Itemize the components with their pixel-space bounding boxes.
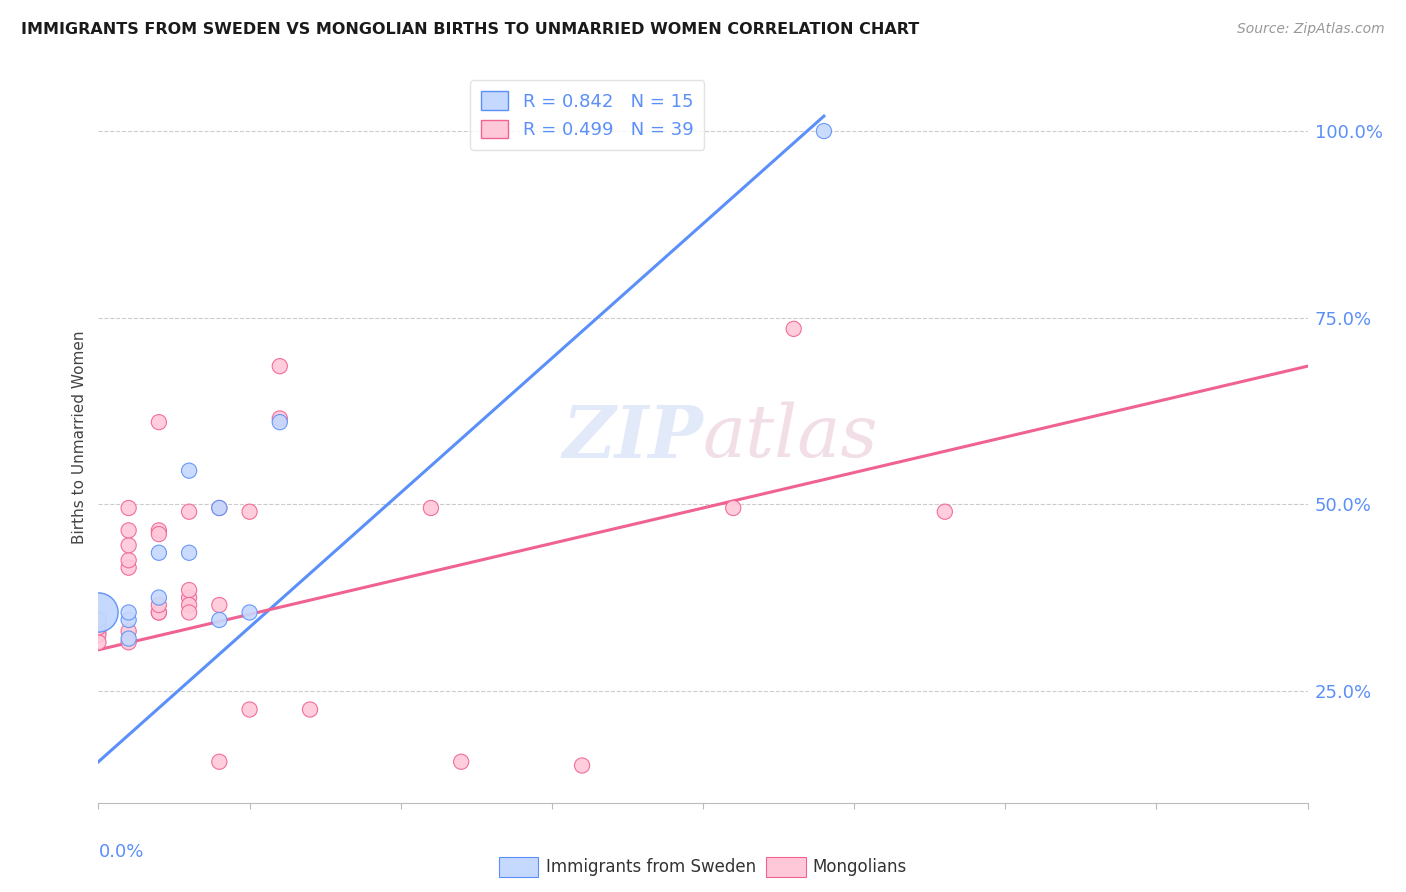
Point [179,546,201,560]
Point [934,505,956,519]
Point [148,527,170,541]
Point [723,500,745,515]
Point [87,606,110,620]
Point [118,553,141,567]
Legend: R = 0.842   N = 15, R = 0.499   N = 39: R = 0.842 N = 15, R = 0.499 N = 39 [470,80,704,150]
Point [148,606,170,620]
Point [118,613,141,627]
Point [179,464,201,478]
Point [87,606,110,620]
Point [239,606,262,620]
Point [179,598,201,612]
Point [87,624,110,639]
Point [118,560,141,574]
Point [299,702,322,716]
Y-axis label: Births to Unmarried Women: Births to Unmarried Women [72,330,87,544]
Point [813,124,835,138]
Point [87,616,110,631]
Point [118,538,141,552]
Point [87,616,110,631]
Point [179,591,201,605]
Point [208,755,231,769]
Text: atlas: atlas [703,401,879,473]
Point [208,598,231,612]
Text: ZIP: ZIP [562,401,703,473]
Point [208,500,231,515]
Point [239,702,262,716]
Point [118,632,141,646]
Point [87,635,110,649]
Point [208,500,231,515]
Point [420,500,443,515]
Point [148,598,170,612]
Point [783,322,806,336]
Point [179,583,201,598]
Point [148,415,170,429]
Point [118,635,141,649]
Point [450,755,472,769]
Point [148,546,170,560]
Text: Source: ZipAtlas.com: Source: ZipAtlas.com [1237,22,1385,37]
Point [87,613,110,627]
Text: Mongolians: Mongolians [813,858,907,876]
Text: 0.0%: 0.0% [98,843,143,861]
Point [208,613,231,627]
Point [118,524,141,538]
Point [87,613,110,627]
Point [148,591,170,605]
Point [118,500,141,515]
Point [269,359,291,374]
Point [148,606,170,620]
Point [87,628,110,642]
Point [269,411,291,425]
Point [87,620,110,634]
Point [269,415,291,429]
Point [148,524,170,538]
Point [118,624,141,639]
Point [179,606,201,620]
Point [87,613,110,627]
Point [239,505,262,519]
Point [571,758,593,772]
Text: IMMIGRANTS FROM SWEDEN VS MONGOLIAN BIRTHS TO UNMARRIED WOMEN CORRELATION CHART: IMMIGRANTS FROM SWEDEN VS MONGOLIAN BIRT… [21,22,920,37]
Point [179,505,201,519]
Point [118,606,141,620]
Text: Immigrants from Sweden: Immigrants from Sweden [546,858,755,876]
